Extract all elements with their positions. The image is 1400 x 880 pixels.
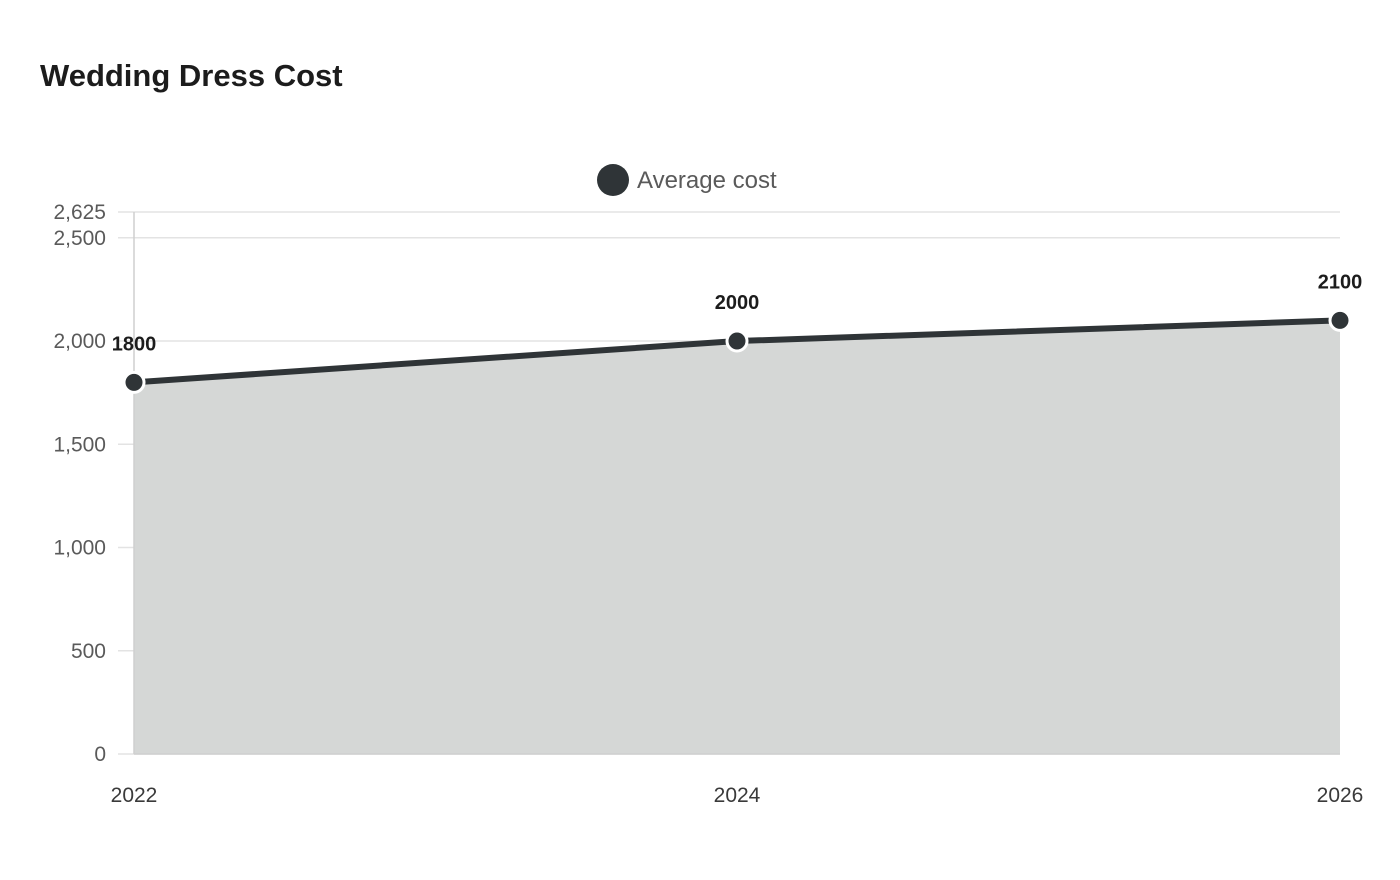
data-label: 2000 [715,292,760,314]
y-tick-label: 1,500 [53,433,106,456]
series-area-fill [134,320,1340,754]
y-tick-label: 0 [94,743,106,766]
legend-marker-icon[interactable] [597,164,629,196]
data-labels: 1800 2000 2100 [112,271,1363,355]
data-label: 1800 [112,333,157,355]
data-point[interactable] [725,329,749,353]
chart-title: Wedding Dress Cost [40,58,343,93]
legend-label[interactable]: Average cost [637,167,777,194]
data-point[interactable] [122,370,146,394]
y-tick-label: 2,625 [53,201,106,224]
x-tick-label: 2026 [1317,784,1364,807]
x-axis-ticks: 2022 2024 2026 [111,784,1364,807]
x-tick-label: 2022 [111,784,158,807]
data-points [122,308,1352,394]
y-tick-label: 2,500 [53,227,106,250]
data-point[interactable] [1328,308,1352,332]
y-tick-label: 500 [71,640,106,663]
y-tick-label: 1,000 [53,537,106,560]
y-axis-ticks: 0 500 1,000 1,500 2,000 2,500 2,625 [53,201,106,766]
x-tick-label: 2024 [714,784,761,807]
y-tick-label: 2,000 [53,330,106,353]
data-label: 2100 [1318,271,1363,293]
legend[interactable]: Average cost [597,164,777,196]
